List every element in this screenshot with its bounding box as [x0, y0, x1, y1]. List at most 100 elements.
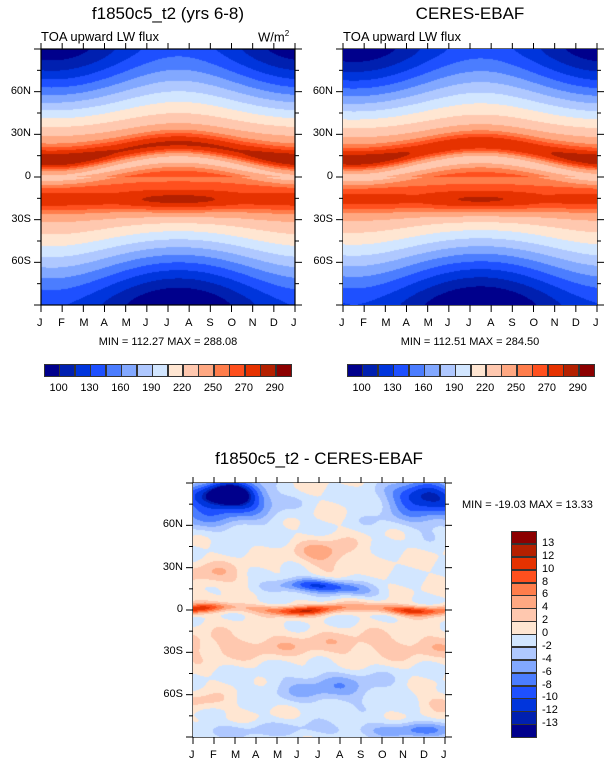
- model-xtick-label: D: [269, 317, 278, 329]
- obs-subtitle: TOA upward LW flux: [343, 29, 462, 44]
- model-frame: [40, 48, 296, 306]
- model-minmax: MIN = 112.27 MAX = 288.08: [98, 336, 238, 348]
- model-xtick-label: J: [291, 317, 297, 329]
- colorbar-swatch: [516, 364, 533, 377]
- model-colorbar: 100 130 160 190 220 250 270 290: [44, 364, 292, 394]
- colorbar-label: 6: [542, 588, 549, 601]
- colorbar-swatch: [244, 364, 261, 377]
- colorbar-swatch: [578, 364, 595, 377]
- obs-ytick-label: 30S: [313, 212, 333, 225]
- model-subtitle: TOA upward LW flux: [41, 29, 160, 44]
- colorbar-swatch: [377, 364, 394, 377]
- colorbar-label: 250: [506, 382, 526, 394]
- model-title: f1850c5_t2 (yrs 6-8): [91, 4, 245, 23]
- colorbar-label: 130: [80, 382, 99, 394]
- colorbar-swatch: [511, 543, 537, 558]
- colorbar-label: 160: [111, 382, 130, 394]
- model-ytick-label: 0: [24, 170, 31, 182]
- colorbar-swatch: [213, 364, 230, 377]
- colorbar-swatch: [229, 364, 246, 377]
- model-xtick-label: A: [100, 317, 108, 329]
- colorbar-swatch: [470, 364, 487, 377]
- colorbar-label: 270: [234, 382, 254, 394]
- diff-ytick-label: 30S: [163, 645, 183, 658]
- diff-xtick-label: N: [399, 749, 407, 761]
- obs-xtick-label: J: [444, 317, 451, 329]
- colorbar-swatch: [511, 582, 537, 596]
- colorbar-swatch: [275, 364, 292, 377]
- colorbar-label: -2: [542, 639, 552, 652]
- model-units: W/m2: [258, 29, 289, 44]
- model-ytick-label: 30S: [11, 212, 31, 225]
- colorbar-label: -8: [542, 678, 552, 691]
- colorbar-swatch: [511, 646, 537, 661]
- diff-xtick-label: J: [315, 749, 321, 761]
- diff-xtick-label: S: [357, 749, 365, 761]
- diff-xtick-label: J: [294, 749, 300, 761]
- colorbar-swatch: [347, 364, 363, 377]
- model-xtick-label: F: [58, 317, 65, 329]
- colorbar-swatch: [198, 364, 215, 377]
- obs-ytick-label: 60S: [313, 255, 333, 268]
- colorbar-swatch: [136, 364, 153, 377]
- colorbar-swatch: [511, 608, 537, 622]
- colorbar-swatch: [511, 556, 537, 571]
- colorbar-swatch: [105, 364, 122, 377]
- obs-plot: [343, 49, 597, 305]
- colorbar-label: 13: [542, 536, 555, 549]
- diff-title: f1850c5_t2 - CERES-EBAF: [215, 449, 423, 468]
- diff-xtick-label: J: [189, 749, 195, 761]
- model-xtick-label: O: [227, 317, 237, 329]
- obs-xtick-label: M: [381, 317, 391, 329]
- units-base: W/m: [258, 29, 285, 45]
- model-xtick-label: S: [206, 317, 214, 329]
- obs-xtick-label: J: [466, 317, 472, 329]
- colorbar-label: 220: [475, 382, 495, 394]
- obs-minmax: MIN = 112.51 MAX = 284.50: [400, 336, 540, 348]
- colorbar-label: 290: [568, 382, 587, 394]
- colorbar-swatch: [511, 634, 537, 648]
- diff-xtick-label: J: [441, 749, 447, 761]
- diff-xtick-label: A: [252, 749, 260, 761]
- colorbar-swatch: [90, 364, 107, 377]
- obs-xtick-label: S: [508, 317, 516, 329]
- colorbar-swatch: [511, 672, 537, 686]
- colorbar-label: 270: [537, 382, 557, 394]
- model-xtick-label: A: [185, 317, 193, 329]
- model-xtick-label: M: [121, 317, 131, 329]
- colorbar-label: 130: [383, 382, 402, 394]
- obs-xtick-label: O: [529, 317, 539, 329]
- colorbar-swatch: [424, 364, 441, 377]
- model-ytick-label: 60S: [11, 255, 31, 268]
- obs-xtick-label: J: [593, 317, 599, 329]
- colorbar-label: 0: [542, 627, 549, 639]
- diff-ytick-label: 60S: [163, 687, 183, 700]
- colorbar-swatch: [511, 711, 537, 725]
- colorbar-swatch: [44, 364, 60, 377]
- colorbar-label: 100: [49, 382, 68, 394]
- colorbar-label: 250: [203, 382, 223, 394]
- obs-xtick-label: J: [339, 317, 345, 329]
- diff-colorbar: 13 12 10 8 6 4 2 0 -2 -4 -6 -8 -10 -12 -13: [511, 531, 558, 738]
- diff-xtick-label: D: [420, 749, 428, 761]
- colorbar-swatch: [74, 364, 91, 377]
- model-plot: [41, 49, 295, 305]
- colorbar-label: 12: [542, 549, 555, 562]
- units-sup: 2: [284, 29, 290, 38]
- diff-xtick-label: A: [336, 749, 344, 761]
- obs-ytick-label: 60N: [312, 84, 333, 97]
- model-xtick-label: N: [248, 317, 257, 329]
- colorbar-swatch: [485, 364, 502, 377]
- colorbar-swatch: [408, 364, 425, 377]
- obs-ytick-label: 30N: [312, 127, 333, 140]
- model-xtick-label: M: [79, 317, 89, 329]
- colorbar-swatch: [362, 364, 379, 377]
- colorbar-swatch: [59, 364, 76, 377]
- obs-xtick-label: D: [571, 317, 580, 329]
- colorbar-swatch: [393, 364, 410, 377]
- colorbar-label: 10: [542, 562, 555, 575]
- colorbar-label: -6: [542, 665, 552, 678]
- colorbar-label: 4: [542, 601, 549, 614]
- colorbar-swatch: [182, 364, 199, 377]
- obs-xtick-label: M: [423, 317, 433, 329]
